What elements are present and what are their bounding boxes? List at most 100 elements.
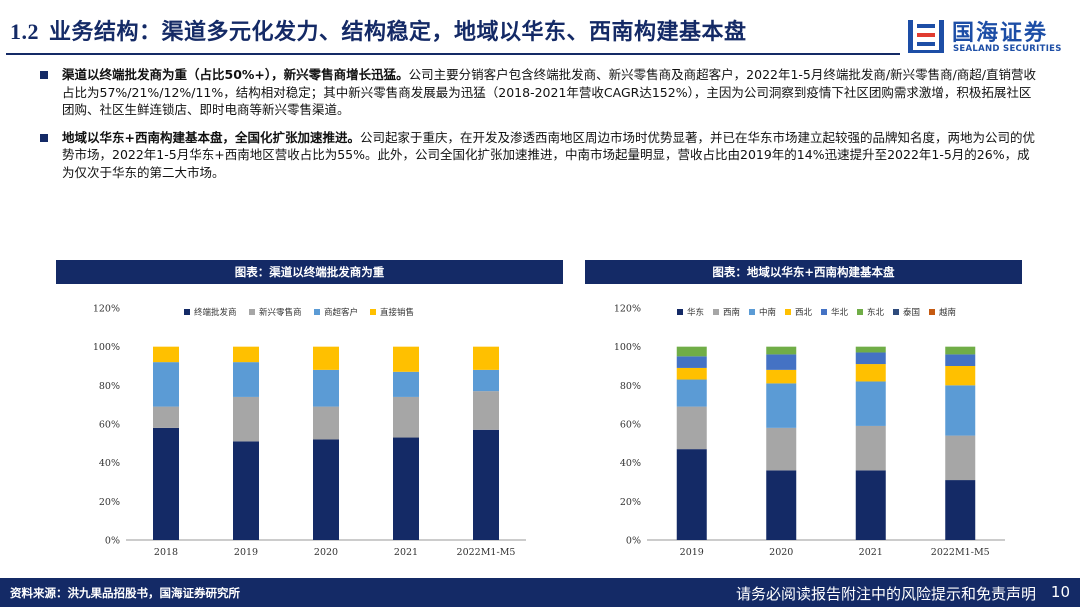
bar-segment — [233, 396, 259, 442]
legend-swatch — [821, 309, 827, 315]
legend-swatch — [249, 309, 255, 315]
x-tick-label: 2020 — [769, 547, 793, 558]
bar-segment — [676, 346, 707, 357]
x-tick-label: 2018 — [154, 547, 178, 558]
bar-segment — [473, 391, 499, 430]
bar-segment — [676, 367, 707, 380]
bar-segment — [313, 439, 339, 540]
sealand-logo-icon — [908, 20, 944, 53]
bar-segment — [313, 369, 339, 407]
bar-segment — [313, 406, 339, 440]
bar-segment — [855, 346, 886, 353]
bullet-square-icon — [40, 133, 48, 142]
bar-segment — [393, 396, 419, 438]
bar-segment — [676, 406, 707, 450]
bullet-square-icon — [40, 71, 48, 79]
bar-segment — [945, 354, 976, 366]
logo-text-cn: 国海证券 — [952, 21, 1049, 46]
bar-segment — [676, 356, 707, 368]
bar-segment — [473, 429, 499, 540]
bar-segment — [766, 354, 797, 370]
bar-segment — [766, 369, 797, 384]
bullet-body: 公司主要分销客户包含终端批发商、新兴零售商及商超客户，2022年1-5月终端批发… — [62, 67, 1037, 117]
x-tick-label: 2022M1-M5 — [457, 547, 516, 558]
bar-segment — [766, 427, 797, 471]
section-number: 1.2 — [10, 19, 39, 44]
legend-swatch — [184, 309, 190, 315]
chart-region: 0% 20% 40% 60% 80% 100% 120% 2019 2020 2021 2022M1… — [614, 304, 1005, 558]
bar-segment — [233, 346, 259, 363]
y-tick-label: 120% — [614, 304, 641, 315]
bar-segment — [855, 470, 886, 540]
disclaimer-note: 请务必阅读报告附注中的风险提示和免责声明 — [735, 585, 1036, 603]
y-tick-label: 40% — [620, 458, 641, 469]
bar-segment — [153, 346, 179, 363]
legend-label: 越南 — [939, 307, 956, 318]
y-tick-label: 120% — [93, 304, 120, 315]
brand-logo: 国海证券 SEALAND SECURITIES — [906, 14, 1074, 58]
bar-segment — [393, 371, 419, 397]
y-tick-label: 20% — [99, 497, 120, 508]
bullet-lead: 地域以华东+西南构建基本盘，全国化扩张加速推进。 — [62, 129, 360, 145]
bar-segment — [945, 385, 976, 436]
legend-swatch — [749, 309, 755, 315]
bullet-body: 公司起家于重庆，在开发及渗透西南地区周边市场时优势显著，并已在华东市场建立起较强… — [62, 129, 1035, 180]
legend-label: 泰国 — [903, 307, 920, 318]
bar-segment — [945, 435, 976, 481]
legend-label: 终端批发商 — [194, 307, 237, 318]
y-tick-label: 100% — [614, 342, 641, 353]
page-number: 10 — [1050, 583, 1070, 601]
legend-swatch — [713, 309, 719, 315]
legend-label: 直接销售 — [380, 307, 414, 318]
chart-channel: 0% 20% 40% 60% 80% 100% 120% 2018 2019 2020 2021 20… — [93, 304, 526, 558]
bar-segment — [766, 346, 797, 355]
bar-segment — [676, 379, 707, 407]
bar-segment — [766, 470, 797, 540]
chart-title-channel: 图表：渠道以终端批发商为重 — [56, 260, 563, 284]
bar-segment — [313, 346, 339, 370]
bar-segment — [233, 362, 259, 397]
x-tick-label: 2022M1-M5 — [931, 547, 990, 558]
bar-segment — [855, 352, 886, 365]
y-tick-label: 80% — [620, 381, 641, 392]
bar-segment — [855, 425, 886, 471]
y-tick-label: 80% — [99, 381, 120, 392]
legend-label: 商超客户 — [324, 307, 358, 318]
logo-text-en: SEALAND SECURITIES — [953, 44, 1062, 54]
y-tick-label: 0% — [105, 536, 120, 547]
legend-swatch — [893, 309, 899, 315]
bar-segment — [473, 369, 499, 392]
legend-swatch — [677, 309, 683, 315]
source-note: 资料来源：洪九果品招股书，国海证券研究所 — [10, 586, 240, 600]
bar-segment — [153, 427, 179, 540]
bullet-item-channel: 渠道以终端批发商为重（占比50%+），新兴零售商增长迅猛。公司主要分销客户包含终… — [40, 66, 1040, 119]
bar-segment — [153, 362, 179, 407]
legend-swatch — [929, 309, 935, 315]
legend-swatch — [314, 309, 320, 315]
bar-segment — [473, 346, 499, 370]
legend-label: 新兴零售商 — [259, 307, 302, 318]
bar-segment — [233, 441, 259, 540]
legend-label: 西南 — [723, 307, 740, 318]
y-tick-label: 60% — [620, 420, 641, 431]
page-title: 1.2 业务结构：渠道多元化发力、结构稳定，地域以华东、西南构建基本盘 — [10, 14, 747, 46]
legend-label: 华东 — [687, 307, 704, 318]
bullet-list: 渠道以终端批发商为重（占比50%+），新兴零售商增长迅猛。公司主要分销客户包含终… — [40, 66, 1040, 191]
y-tick-label: 40% — [99, 458, 120, 469]
y-tick-label: 100% — [93, 342, 120, 353]
x-tick-label: 2019 — [680, 547, 704, 558]
legend-swatch — [857, 309, 863, 315]
bar-segment — [945, 346, 976, 355]
bar-segment — [945, 480, 976, 540]
legend-label: 东北 — [867, 307, 885, 318]
legend-swatch — [370, 309, 376, 315]
footer-bar: 资料来源：洪九果品招股书，国海证券研究所 请务必阅读报告附注中的风险提示和免责声… — [0, 578, 1080, 607]
chart-title-region: 图表：地域以华东+西南构建基本盘 — [585, 260, 1022, 284]
bar-segment — [766, 383, 797, 428]
y-tick-label: 60% — [99, 420, 120, 431]
legend-label: 中南 — [759, 307, 776, 318]
bar-segment — [855, 381, 886, 426]
x-tick-label: 2020 — [314, 547, 338, 558]
x-tick-label: 2021 — [394, 547, 418, 558]
x-tick-label: 2021 — [859, 547, 883, 558]
